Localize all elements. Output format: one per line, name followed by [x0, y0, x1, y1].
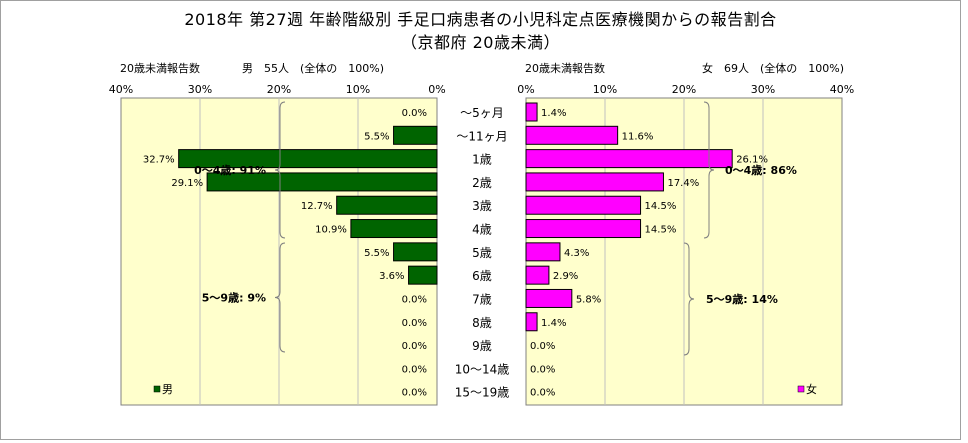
category-label: 〜11ヶ月	[456, 129, 507, 143]
female-bar	[525, 149, 733, 169]
female-bar	[525, 125, 619, 145]
female-age-5-9-bracket	[683, 242, 695, 356]
male-data-label: 3.6%	[379, 271, 404, 282]
male-legend-label: 男	[162, 383, 173, 396]
female-bar	[525, 265, 550, 285]
chart-title: 2018年 第27週 年齢階級別 手足口病患者の小児科定点医療機関からの報告割合	[184, 10, 777, 29]
male-data-label: 32.7%	[143, 155, 175, 166]
category-label: 3歳	[472, 199, 492, 213]
male-x-tick-label: 20%	[267, 83, 291, 96]
category-label: 6歳	[472, 269, 492, 283]
male-data-label: 0.0%	[402, 108, 427, 119]
male-bar	[206, 172, 438, 192]
female-data-label: 1.4%	[541, 108, 566, 119]
female-x-tick-label: 0%	[517, 83, 534, 96]
male-data-label: 5.5%	[364, 248, 389, 259]
female-bar	[525, 288, 573, 308]
chart-subtitle: （京都府 20歳未満）	[401, 33, 560, 52]
male-data-label: 29.1%	[171, 178, 203, 189]
female-data-label: 0.0%	[530, 364, 555, 375]
female-header-total: 女 69人 (全体の 100%)	[702, 61, 844, 75]
female-data-label: 0.0%	[530, 341, 555, 352]
female-data-label: 5.8%	[576, 294, 601, 305]
female-bar	[525, 195, 642, 215]
male-bar	[408, 265, 438, 285]
category-label: 9歳	[472, 339, 492, 353]
male-data-label: 0.0%	[402, 318, 427, 329]
category-label: 4歳	[472, 223, 492, 237]
female-data-label: 14.5%	[645, 225, 677, 236]
female-x-tick-label: 20%	[672, 83, 696, 96]
male-x-tick-label: 10%	[346, 83, 370, 96]
category-label: 7歳	[472, 292, 492, 306]
category-label: 5歳	[472, 246, 492, 260]
male-bar	[393, 125, 438, 145]
female-data-label: 2.9%	[553, 271, 578, 282]
male-bar	[336, 195, 438, 215]
female-x-tick-label: 30%	[751, 83, 775, 96]
female-age-5-9-label: 5〜9歳: 14%	[706, 292, 778, 306]
male-age-5-9-label: 5〜9歳: 9%	[202, 291, 266, 305]
male-bar	[178, 149, 438, 169]
female-data-label: 0.0%	[530, 388, 555, 399]
male-data-label: 0.0%	[402, 388, 427, 399]
female-bar	[525, 102, 538, 122]
category-label: 8歳	[472, 316, 492, 330]
female-legend-label: 女	[806, 382, 817, 396]
male-legend-swatch	[153, 385, 161, 393]
male-data-label: 10.9%	[315, 225, 347, 236]
male-data-label: 5.5%	[364, 131, 389, 142]
female-data-label: 11.6%	[622, 131, 654, 142]
male-data-label: 0.0%	[402, 364, 427, 375]
female-legend-swatch	[797, 385, 805, 393]
male-bar	[393, 242, 438, 262]
female-header-label: 20歳未満報告数	[525, 62, 605, 75]
female-data-label: 17.4%	[667, 178, 699, 189]
category-label: 1歳	[472, 153, 492, 167]
female-data-label: 4.3%	[564, 248, 589, 259]
female-data-label: 1.4%	[541, 318, 566, 329]
female-bar	[525, 219, 642, 239]
female-bar	[525, 172, 664, 192]
male-header-label: 20歳未満報告数	[120, 62, 200, 75]
male-age-0-4-label: 0〜4歳: 91%	[194, 163, 266, 177]
female-bar	[525, 312, 538, 332]
female-x-tick-label: 40%	[830, 83, 854, 96]
male-bar	[350, 219, 438, 239]
male-data-label: 0.0%	[402, 294, 427, 305]
female-x-tick-label: 10%	[593, 83, 617, 96]
category-label: 10〜14歳	[455, 362, 510, 376]
category-label: 2歳	[472, 176, 492, 190]
male-age-0-4-bracket	[274, 101, 286, 239]
category-label: 〜5ヶ月	[460, 106, 504, 120]
male-age-5-9-bracket	[274, 242, 286, 353]
category-label: 15〜19歳	[455, 386, 510, 400]
male-x-tick-label: 30%	[188, 83, 212, 96]
female-age-0-4-bracket	[703, 101, 715, 239]
male-data-label: 12.7%	[301, 201, 333, 212]
female-data-label: 14.5%	[645, 201, 677, 212]
male-header-total: 男 55人 (全体の 100%)	[242, 61, 384, 75]
female-data-label: 26.1%	[736, 155, 768, 166]
male-x-tick-label: 40%	[109, 83, 133, 96]
female-age-0-4-label: 0〜4歳: 86%	[725, 163, 797, 177]
male-x-tick-label: 0%	[428, 83, 445, 96]
male-data-label: 0.0%	[402, 341, 427, 352]
female-bar	[525, 242, 561, 262]
